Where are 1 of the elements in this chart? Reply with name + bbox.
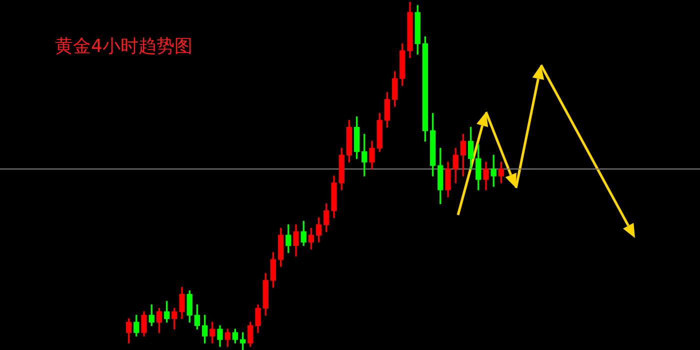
- text: 黄金4小时趋势图: [55, 35, 192, 58]
